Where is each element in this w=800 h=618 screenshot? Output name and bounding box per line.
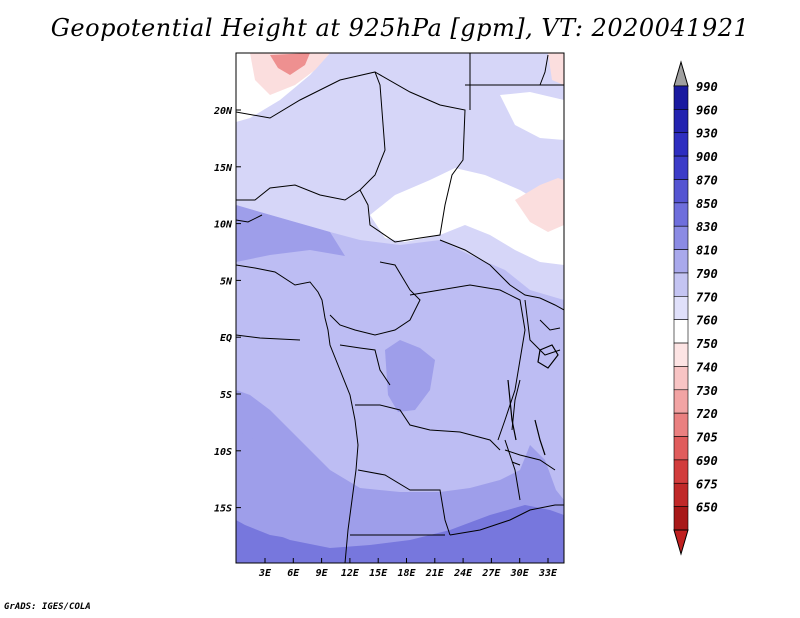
lon-tick-label: 6E <box>287 568 300 579</box>
colorbar-swatch <box>673 109 689 134</box>
field-red-east <box>515 178 564 232</box>
colorbar-swatch <box>673 296 689 320</box>
lat-tick-label: 15S <box>214 504 232 515</box>
lakes <box>507 344 559 466</box>
field-mid-blue-west <box>236 205 345 262</box>
colorbar-swatch <box>673 225 689 250</box>
colorbar-label: 750 <box>696 337 718 351</box>
colorbar-swatch <box>673 249 689 274</box>
colorbar: 990 960 930 900 870 850 830 810 790 770 760 750 740 7… <box>673 60 718 556</box>
field-red-northcore <box>270 53 310 75</box>
colorbar-label: 850 <box>696 197 718 211</box>
latitude-axis: 20N 15N 10N 5N EQ 5S 10S 15S <box>213 106 241 515</box>
lon-tick-label: 3E <box>258 568 272 579</box>
field-deep-blue-south <box>236 505 564 563</box>
colorbar-swatch <box>673 342 689 367</box>
colorbar-label: 720 <box>696 407 718 421</box>
lat-tick-label: 15N <box>214 163 233 174</box>
lon-tick-label: 33E <box>538 568 558 579</box>
field-deep-blue-southwest <box>236 430 330 540</box>
field-red-northeast <box>548 53 564 85</box>
colorbar-swatch <box>673 202 689 227</box>
colorbar-bottom-arrow <box>673 529 689 556</box>
colorbar-swatch <box>673 366 689 391</box>
lon-tick-label: 12E <box>341 568 360 579</box>
colorbar-label: 810 <box>696 244 718 258</box>
colorbar-swatch <box>673 412 689 437</box>
grads-credit: GrADS: IGES/COLA <box>4 602 91 612</box>
colorbar-label: 990 <box>696 80 718 94</box>
colorbar-top-arrow <box>673 60 689 87</box>
colorbar-label: 830 <box>696 220 718 234</box>
colorbar-swatch <box>673 482 689 507</box>
lon-tick-label: 21E <box>425 568 445 579</box>
lat-tick-label: EQ <box>220 333 232 344</box>
lat-tick-label: 5S <box>220 390 232 401</box>
colorbar-label: 870 <box>696 173 718 187</box>
colorbar-swatch <box>673 132 689 157</box>
colorbar-label: 705 <box>696 431 718 445</box>
colorbar-swatch <box>673 85 689 110</box>
colorbar-label: 960 <box>696 103 718 117</box>
colorbar-swatch <box>673 179 689 204</box>
colorbar-label: 740 <box>696 360 718 374</box>
lat-tick-label: 10N <box>214 220 233 231</box>
colorbar-label: 790 <box>696 267 718 281</box>
lon-tick-label: 27E <box>481 568 501 579</box>
colorbar-label: 650 <box>696 501 718 515</box>
colorbar-label: 690 <box>696 454 718 468</box>
field-pale-blue-north <box>236 53 564 300</box>
lon-tick-label: 30E <box>510 568 530 579</box>
chart-title: Geopotential Height at 925hPa [gpm], VT:… <box>50 14 750 42</box>
colorbar-swatch <box>673 272 689 297</box>
plot-frame <box>235 52 565 564</box>
lat-tick-label: 5N <box>220 276 233 287</box>
colorbar-swatch <box>673 436 689 461</box>
longitude-axis: 3E 6E 9E 12E 15E 18E 21E 24E 27E 30E 33E <box>258 558 558 579</box>
lon-tick-label: 9E <box>316 568 329 579</box>
country-borders <box>236 53 564 563</box>
colorbar-swatch <box>673 155 689 180</box>
field-white-sahel <box>370 168 564 265</box>
lon-tick-label: 15E <box>369 568 388 579</box>
colorbar-label: 730 <box>696 384 718 398</box>
lon-tick-label: 18E <box>397 568 416 579</box>
lon-tick-label: 24E <box>453 568 473 579</box>
colorbar-swatch <box>673 459 689 484</box>
colorbar-swatch <box>673 319 689 344</box>
colorbar-swatch <box>673 389 689 414</box>
colorbar-label: 900 <box>696 150 718 164</box>
height-field <box>236 53 564 563</box>
field-white-east <box>500 92 564 140</box>
lat-tick-label: 10S <box>214 447 232 458</box>
lat-tick-label: 20N <box>213 106 233 117</box>
colorbar-label: 770 <box>696 290 718 304</box>
colorbar-label: 760 <box>696 314 718 328</box>
colorbar-label: 675 <box>696 477 718 491</box>
colorbar-swatch <box>673 506 689 531</box>
colorbar-label: 930 <box>696 127 718 141</box>
field-mid-blue-congo <box>385 340 435 412</box>
